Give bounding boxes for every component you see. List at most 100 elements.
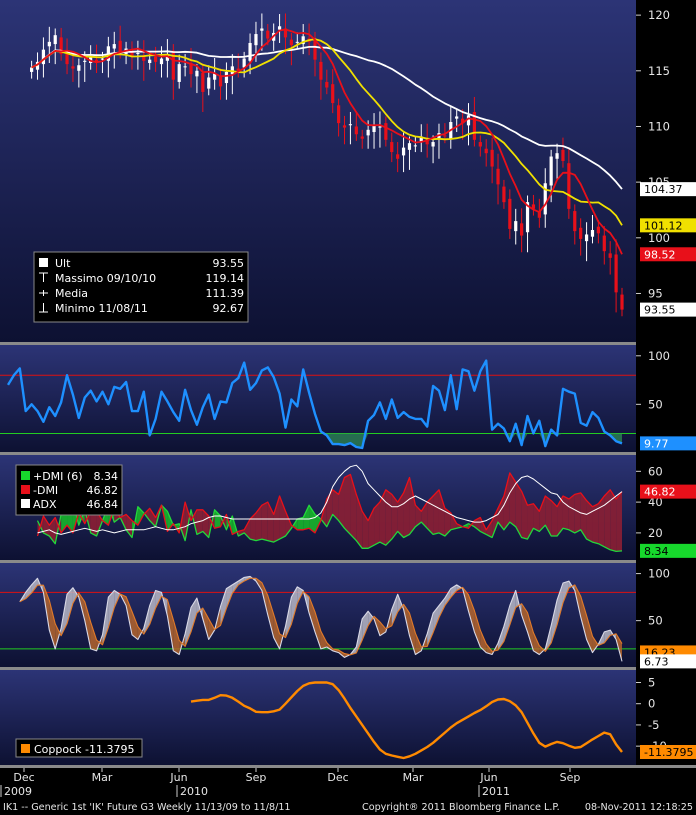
stochastic-fill-segment (480, 630, 487, 653)
x-year-label: 2010 (180, 785, 208, 798)
stochastic-fill-segment (391, 594, 398, 626)
stochastic-fill-segment (131, 611, 138, 640)
price-candle-body (614, 254, 618, 293)
dmi-fill-segment (533, 503, 540, 532)
rsi-oversold-fill (320, 433, 369, 448)
stochastic-fill-segment (474, 610, 481, 647)
stochastic-fill-segment (427, 613, 434, 647)
coppock-line (190, 681, 623, 760)
stochastic-fill-segment (438, 598, 445, 618)
price-candle-body (112, 44, 116, 49)
footer-timestamp: 08-Nov-2011 12:18:25 (585, 802, 693, 813)
dmi-fill-segment (598, 495, 605, 547)
price-candle-body (537, 211, 541, 218)
legend-value: 111.39 (206, 287, 245, 300)
price-candle-body (372, 125, 376, 133)
price-candle-body (413, 145, 417, 147)
stochastic-fill-segment (202, 608, 209, 640)
dmi-fill-segment (385, 489, 392, 546)
dmi-fill-segment (580, 492, 587, 540)
stochastic-fill-segment (31, 578, 38, 594)
stochastic-fill-segment (315, 611, 321, 649)
coppock-legend-box (15, 738, 143, 758)
price-candle-body (47, 41, 51, 47)
dmi-legend-label: ADX (33, 498, 57, 511)
last-value-tag (640, 436, 696, 451)
price-candle-body (620, 294, 624, 310)
dmi-legend-label: +DMI (6) (33, 470, 83, 483)
adx-line (37, 464, 623, 535)
dmi-fill-segment (433, 489, 439, 535)
dmi-fill-segment (143, 508, 150, 521)
last-value-tag (640, 302, 696, 317)
last-value-label: 9.77 (644, 437, 669, 450)
dmi-fill-segment (551, 500, 558, 536)
x-month-label: Sep (560, 771, 581, 784)
moving-average-line (31, 28, 623, 255)
panel-divider-0 (0, 342, 696, 345)
dmi-fill-segment (444, 508, 451, 536)
price-candle-body (555, 153, 559, 159)
x-month-label: Dec (327, 771, 348, 784)
price-candle-body (366, 129, 370, 136)
price-candle-body (289, 39, 293, 46)
price-candle-body (41, 49, 46, 65)
dmi-fill-segment (297, 517, 304, 530)
stochastic-fill-segment (527, 612, 534, 651)
stochastic-fill-segment (415, 633, 422, 655)
dmi-fill-segment (374, 502, 380, 546)
dmi-legend-value: 8.34 (94, 470, 119, 483)
price-candle-body (177, 64, 181, 82)
dmi-legend-swatch (21, 485, 30, 494)
y-tick-label: 95 (648, 286, 663, 300)
dmi-fill-segment (515, 482, 522, 538)
legend-value: 93.55 (213, 257, 245, 270)
legend-marker-low (39, 303, 48, 313)
dmi-fill-segment (610, 489, 617, 552)
dmi-fill-segment (616, 491, 622, 552)
dmi-fill-segment (438, 489, 445, 536)
price-candle-body (460, 118, 465, 124)
price-candle-body (266, 30, 270, 39)
stochastic-fill-segment (509, 590, 516, 626)
x-month-label: Mar (403, 771, 424, 784)
y-tick-label: 50 (648, 397, 663, 411)
stochastic-fill-segment (498, 626, 504, 651)
legend-label: Minimo 11/08/11 (55, 302, 148, 315)
y-tick-label: 100 (648, 567, 670, 581)
stochastic-fill-segment (220, 588, 227, 626)
stochastic-fill-segment (557, 583, 563, 625)
price-candle-body (549, 156, 553, 186)
stochastic-fill-segment (25, 584, 32, 599)
coppock-legend-swatch (21, 744, 30, 753)
price-candle-body (213, 73, 217, 80)
price-candle-body (65, 50, 69, 65)
price-candle-body (301, 36, 305, 45)
stochastic-fill-segment (167, 599, 174, 651)
price-candle-body (466, 115, 471, 126)
footer-copyright: Copyright® 2011 Bloomberg Finance L.P. (362, 802, 560, 813)
dmi-legend-swatch (21, 499, 30, 508)
stochastic-d-line (19, 577, 623, 656)
dmi-fill-segment (498, 495, 504, 530)
stochastic-fill-segment (155, 590, 162, 609)
price-candle-body (283, 28, 288, 38)
last-value-label: 104.37 (644, 183, 683, 196)
price-candle-body (525, 202, 530, 233)
stochastic-fill-segment (84, 601, 91, 649)
dmi-fill-segment (279, 495, 286, 540)
stochastic-fill-segment (433, 605, 439, 633)
last-value-tag (640, 218, 696, 233)
price-candle-body (360, 136, 364, 139)
price-candle-body (508, 198, 512, 229)
panel-divider-1 (0, 452, 696, 455)
dmi-legend-box (15, 464, 123, 516)
dmi-fill-segment (421, 502, 428, 529)
price-candle-body (443, 135, 447, 137)
coppock-legend: Coppock -11.3795 (15, 738, 143, 758)
price-candle-body (59, 37, 63, 55)
dmi-fill-segment (332, 489, 339, 521)
dmi-fill-segment (403, 477, 410, 538)
y-tick-label: 5 (648, 675, 655, 689)
stochastic-fill-segment (191, 598, 197, 632)
